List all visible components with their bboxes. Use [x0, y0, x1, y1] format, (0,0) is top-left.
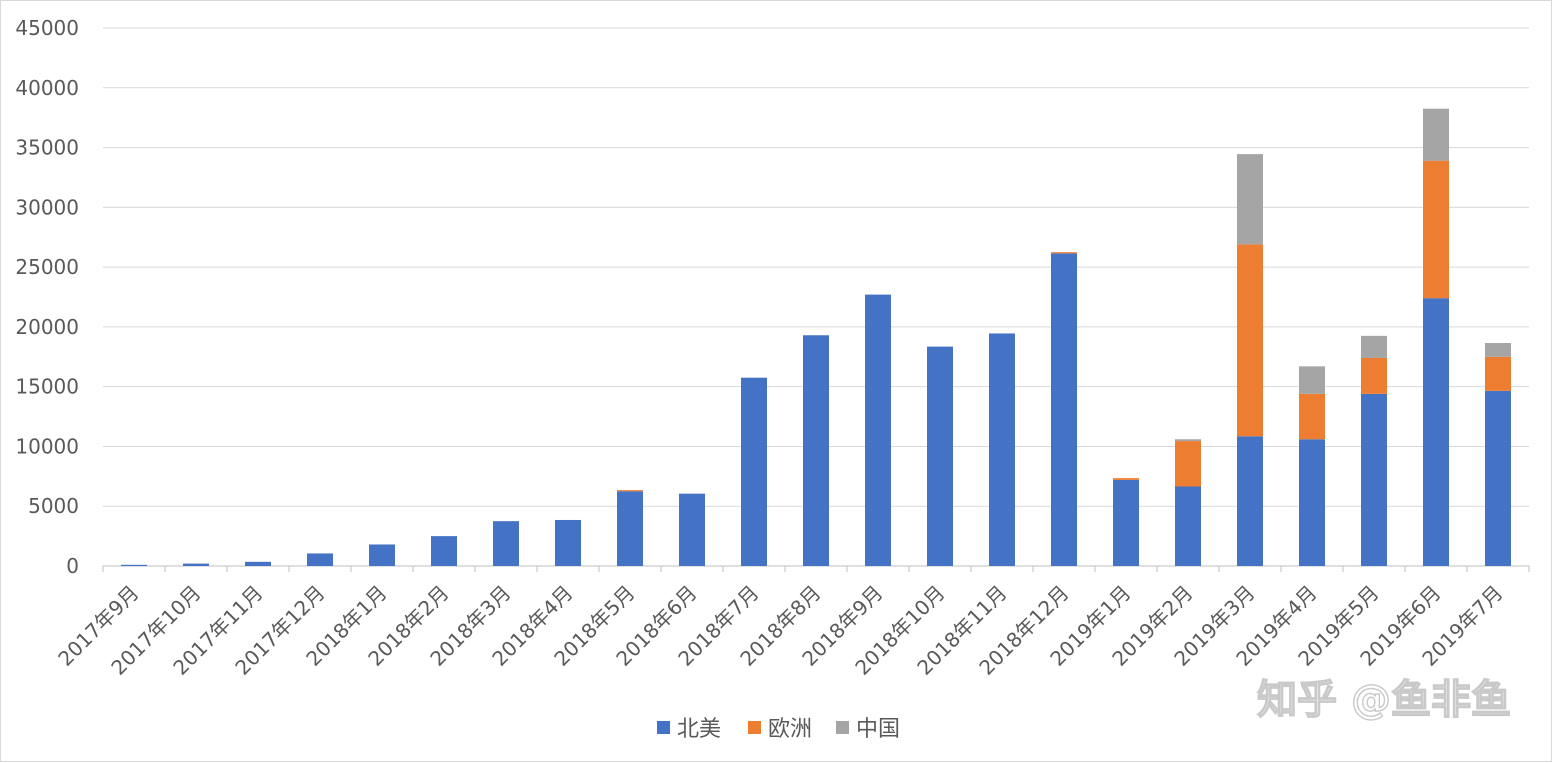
bar-欧洲-2019年7月	[1485, 356, 1511, 391]
bar-北美-2018年2月	[431, 536, 457, 566]
bar-北美-2017年12月	[307, 553, 333, 566]
bar-北美-2018年5月	[617, 491, 643, 566]
bar-欧洲-2018年5月	[617, 490, 643, 492]
bar-北美-2018年11月	[989, 333, 1015, 566]
bar-中国-2019年4月	[1299, 366, 1325, 394]
bar-北美-2018年9月	[865, 294, 891, 566]
y-tick-label: 0	[66, 554, 79, 578]
bar-北美-2018年3月	[493, 521, 519, 566]
bar-北美-2019年1月	[1113, 479, 1139, 566]
bar-北美-2018年6月	[679, 493, 705, 566]
bar-北美-2019年3月	[1237, 436, 1263, 566]
bar-北美-2018年4月	[555, 519, 581, 566]
bar-北美-2018年8月	[803, 335, 829, 566]
bar-北美-2019年2月	[1175, 486, 1201, 566]
legend-swatch-北美	[657, 721, 670, 734]
bar-北美-2019年7月	[1485, 390, 1511, 566]
watermark-text: 知乎 @鱼非鱼	[1257, 677, 1511, 723]
bar-中国-2019年5月	[1361, 335, 1387, 358]
bar-中国-2019年2月	[1175, 439, 1201, 442]
bar-中国-2019年6月	[1423, 108, 1449, 161]
y-tick-label: 35000	[15, 136, 79, 160]
bar-欧洲-2019年1月	[1113, 478, 1139, 480]
bar-北美-2019年6月	[1423, 298, 1449, 566]
legend-label: 欧洲	[768, 717, 812, 742]
y-tick-label: 5000	[28, 494, 79, 518]
y-tick-label: 30000	[15, 195, 79, 219]
y-tick-label: 15000	[15, 375, 79, 399]
y-tick-label: 10000	[15, 434, 79, 458]
bar-欧洲-2018年12月	[1051, 252, 1077, 254]
y-tick-label: 40000	[15, 76, 79, 100]
legend-label: 北美	[677, 717, 721, 742]
bar-欧洲-2019年2月	[1175, 441, 1201, 487]
bar-北美-2017年10月	[183, 563, 209, 566]
legend-swatch-中国	[836, 721, 849, 734]
legend-swatch-欧洲	[748, 721, 761, 734]
legend-label: 中国	[856, 717, 900, 742]
bar-欧洲-2019年5月	[1361, 357, 1387, 394]
bar-北美-2018年1月	[369, 544, 395, 566]
bar-中国-2019年7月	[1485, 343, 1511, 357]
y-tick-label: 25000	[15, 255, 79, 279]
bar-北美-2018年12月	[1051, 253, 1077, 566]
y-tick-label: 45000	[15, 16, 79, 40]
bar-北美-2017年9月	[121, 564, 147, 566]
bar-北美-2019年4月	[1299, 439, 1325, 566]
bar-北美-2018年10月	[927, 346, 953, 566]
bar-北美-2017年11月	[245, 561, 271, 566]
y-tick-label: 20000	[15, 315, 79, 339]
bar-欧洲-2019年4月	[1299, 393, 1325, 440]
bar-北美-2019年5月	[1361, 393, 1387, 566]
bar-中国-2019年3月	[1237, 154, 1263, 245]
bar-北美-2018年7月	[741, 377, 767, 566]
bar-欧洲-2019年6月	[1423, 160, 1449, 299]
bar-欧洲-2019年3月	[1237, 244, 1263, 437]
